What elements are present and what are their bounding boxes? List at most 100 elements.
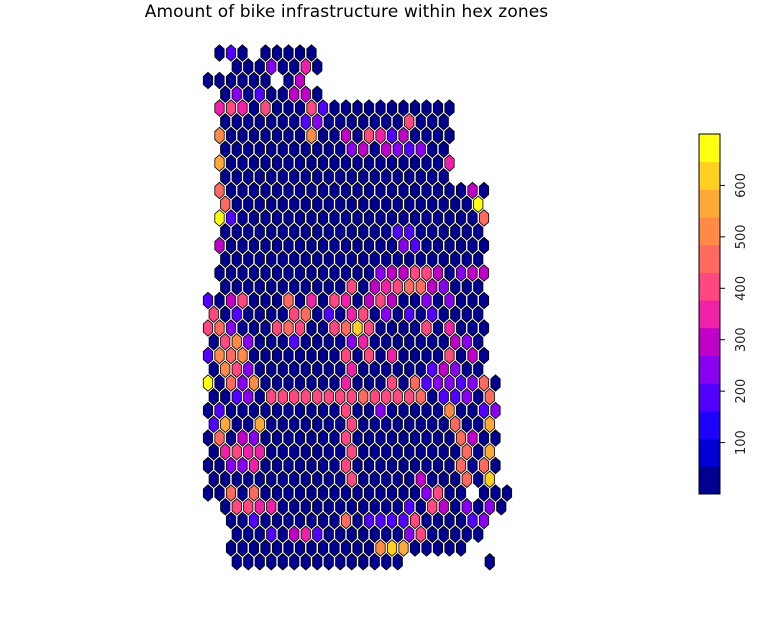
hex-cell (473, 415, 484, 433)
hex-cell (237, 99, 248, 117)
hex-cell (386, 511, 398, 530)
hex-cell (220, 470, 231, 488)
hex-cell (346, 113, 357, 131)
hex-cell (467, 181, 478, 200)
hex-cell (266, 498, 277, 516)
hex-cell (231, 415, 242, 433)
hex-cell (484, 498, 495, 516)
hex-cell (369, 388, 380, 406)
hex-cell (329, 126, 340, 145)
hex-cell (323, 498, 334, 516)
hex-cell (214, 71, 225, 90)
hex-cell (329, 209, 340, 227)
hex-cell (381, 195, 392, 213)
hex-cell (352, 154, 363, 172)
hex-cell (369, 360, 380, 378)
hex-cell (455, 484, 467, 502)
hex-cell (381, 525, 392, 543)
hex-cell (300, 415, 311, 433)
hex-cell (237, 264, 248, 282)
hex-cell (467, 319, 478, 337)
hex-cell (461, 525, 472, 543)
hex-cell (283, 264, 294, 282)
hex-cell (260, 154, 271, 172)
hex-cell (340, 511, 352, 530)
hex-cell (346, 333, 357, 351)
hex-cell (369, 140, 380, 158)
hex-cell (271, 209, 283, 227)
legend-swatch (699, 161, 720, 190)
hex-cell (398, 236, 409, 255)
hex-cell (260, 99, 271, 117)
hex-cell (358, 195, 369, 213)
hex-cell (427, 360, 438, 378)
hex-cell (392, 443, 403, 461)
hex-cell (266, 58, 277, 76)
hex-cell (438, 140, 449, 158)
hex-cell (260, 209, 271, 227)
hex-cell (271, 484, 283, 502)
hex-cell (369, 553, 380, 571)
hex-cell (243, 195, 254, 213)
hex-cell (369, 278, 380, 296)
hex-cell (358, 168, 369, 186)
hex-cell (375, 484, 386, 502)
hex-cell (323, 168, 334, 186)
hex-cell (346, 553, 357, 571)
hex-cell (294, 374, 306, 392)
hex-cell (484, 443, 495, 461)
hex-cell (450, 525, 461, 543)
hex-cell (404, 415, 415, 433)
hex-cell (409, 264, 421, 282)
hex-cell (369, 525, 380, 543)
hex-cell (231, 223, 242, 241)
hex-cell (432, 209, 444, 227)
hex-cell (358, 113, 369, 131)
hex-cell (386, 456, 398, 475)
hex-cell (352, 181, 363, 200)
hex-cell (427, 388, 438, 406)
hex-cell (306, 539, 317, 557)
hex-cell (461, 498, 472, 516)
hex-cell (369, 498, 380, 516)
hex-cell (225, 236, 237, 255)
hex-cell (243, 113, 254, 131)
hex-cell (398, 181, 409, 200)
hex-cell (340, 429, 352, 447)
hex-cell (248, 374, 260, 392)
hex-cell (409, 539, 421, 557)
hex-cell (214, 291, 225, 310)
hex-cell (220, 278, 231, 296)
hex-cell (237, 456, 248, 475)
hex-cell (312, 250, 323, 268)
hex-cell (260, 401, 271, 420)
hex-cell (306, 181, 317, 200)
hex-cell (409, 126, 421, 145)
hex-cell (444, 126, 455, 145)
hex-cell (329, 429, 340, 447)
hex-cell (392, 498, 403, 516)
hex-cell (294, 154, 306, 172)
hex-cell (317, 319, 329, 337)
hex-cell (340, 154, 352, 172)
hex-cell (455, 319, 467, 337)
hex-cell (432, 456, 444, 475)
hex-cell (283, 456, 294, 475)
hex-cell (438, 525, 449, 543)
hex-cell (404, 498, 415, 516)
hex-cell (340, 181, 352, 200)
hex-cell (369, 305, 380, 323)
hex-cell (317, 236, 329, 255)
hex-cell (427, 223, 438, 241)
hex-cell (254, 388, 265, 406)
hex-cell (444, 319, 455, 337)
hex-cell (329, 264, 340, 282)
hex-cell (340, 456, 352, 475)
hex-cell (461, 443, 472, 461)
hex-cell (289, 250, 300, 268)
hex-cell (369, 250, 380, 268)
hex-cell (248, 126, 260, 145)
hex-cell (283, 126, 294, 145)
hex-cell (323, 415, 334, 433)
hex-cell (335, 360, 346, 378)
